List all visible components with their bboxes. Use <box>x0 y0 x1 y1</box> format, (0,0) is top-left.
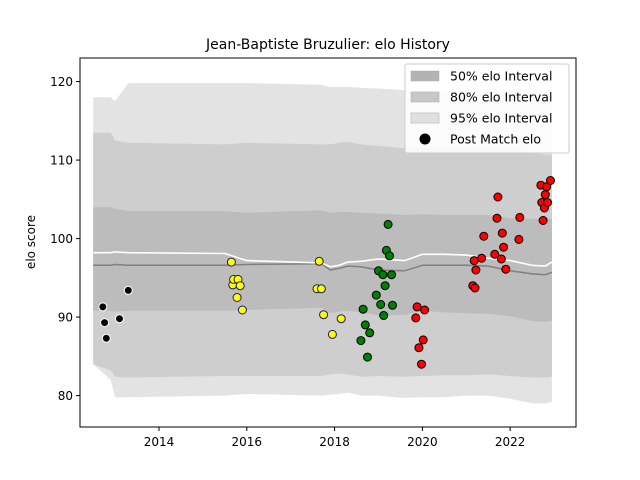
post-match-point <box>499 242 509 252</box>
post-match-point <box>542 182 552 192</box>
plot-frame <box>79 57 577 428</box>
legend-marker <box>419 133 431 145</box>
x-tick-label: 2022 <box>495 435 526 449</box>
post-match-point <box>379 311 389 320</box>
post-match-point <box>546 176 555 185</box>
x-tick-label: 2014 <box>144 435 175 449</box>
post-match-point <box>469 256 479 266</box>
post-match-point <box>115 314 124 324</box>
post-match-point <box>411 313 421 323</box>
post-match-point <box>414 343 424 353</box>
post-match-point <box>538 216 548 225</box>
post-match-point <box>371 290 381 300</box>
x-tick-label: 2016 <box>232 435 263 449</box>
y-tick-label: 90 <box>58 311 73 325</box>
interval-bands <box>93 83 552 404</box>
post-match-point <box>327 329 337 339</box>
post-match-point <box>100 318 110 328</box>
y-axis-label: elo score <box>24 215 38 269</box>
y-axis-ticks: 80 90 100 110 120 <box>50 75 80 403</box>
post-match-point <box>420 305 430 315</box>
post-match-point <box>98 302 108 312</box>
legend-swatch <box>410 112 440 124</box>
post-match-point <box>226 257 236 267</box>
y-tick-label: 100 <box>50 232 73 246</box>
legend-swatch <box>410 70 440 82</box>
x-tick-label: 2020 <box>407 435 438 449</box>
post-match-point <box>123 285 133 295</box>
post-match-point <box>492 213 502 223</box>
post-match-point <box>417 359 426 369</box>
post-match-point <box>496 254 506 264</box>
post-match-point <box>490 249 500 259</box>
post-match-point <box>497 228 507 238</box>
post-match-point <box>336 314 346 324</box>
post-match-point <box>418 335 428 345</box>
post-match-point <box>479 231 489 241</box>
post-match-point <box>387 270 397 280</box>
post-match-point <box>470 283 480 293</box>
post-match-point <box>316 284 326 294</box>
post-match-point <box>101 333 111 343</box>
chart-title: Jean-Baptiste Bruzulier: elo History <box>205 37 450 53</box>
post-match-point <box>358 304 368 314</box>
post-match-point <box>365 328 375 338</box>
post-match-point <box>515 212 525 222</box>
post-match-point <box>501 264 511 274</box>
post-match-point <box>232 293 242 302</box>
post-match-point <box>356 336 366 346</box>
post-match-point <box>471 265 481 275</box>
legend: 50% elo Interval 80% elo Interval 95% elo … <box>404 63 570 154</box>
x-tick-label: 2018 <box>319 435 350 449</box>
post-match-point <box>237 305 247 315</box>
post-match-point <box>314 256 324 266</box>
x-axis-ticks: 2014 2016 2018 2020 2022 <box>144 427 526 449</box>
post-match-point <box>363 352 372 362</box>
post-match-point <box>319 310 329 320</box>
post-match-point <box>514 234 524 244</box>
post-match-point <box>378 270 388 280</box>
post-match-points <box>98 176 555 369</box>
legend-label: 80% elo Interval <box>450 90 552 105</box>
y-tick-label: 110 <box>50 154 73 168</box>
legend-swatch <box>410 91 440 103</box>
post-match-point <box>543 198 552 207</box>
post-match-point <box>412 302 422 312</box>
post-match-point <box>383 219 393 229</box>
post-match-point <box>235 281 245 291</box>
post-match-point <box>388 300 397 310</box>
post-match-point <box>477 253 487 263</box>
y-tick-label: 80 <box>58 389 73 403</box>
post-match-point <box>540 190 550 200</box>
post-match-point <box>380 281 390 291</box>
y-tick-label: 120 <box>50 75 73 89</box>
post-match-point <box>385 251 394 261</box>
post-match-point <box>360 320 370 330</box>
legend-label: 95% elo Interval <box>450 111 552 126</box>
post-match-point <box>493 192 503 202</box>
post-match-point <box>376 300 386 309</box>
legend-label: Post Match elo <box>450 132 541 147</box>
legend-label: 50% elo Interval <box>450 69 552 84</box>
legend-box <box>404 63 570 154</box>
